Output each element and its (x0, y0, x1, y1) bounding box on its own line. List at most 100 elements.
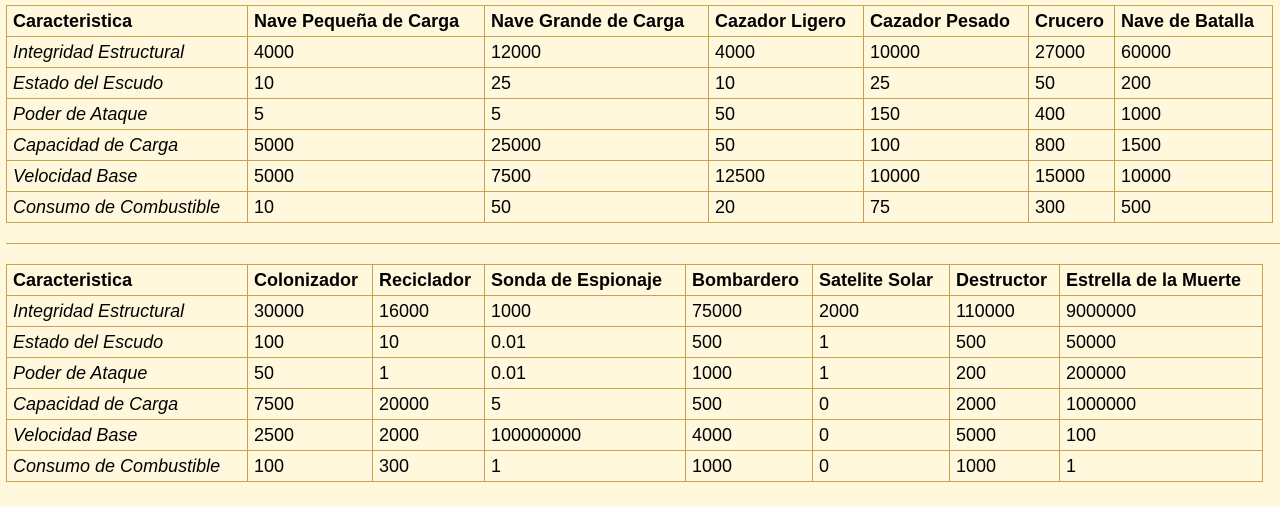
table-cell: 100 (863, 129, 1029, 161)
header-cell: Colonizador (247, 264, 373, 296)
table-cell: 7500 (484, 160, 709, 192)
table-cell: 50 (1028, 67, 1115, 99)
table-cell: 300 (372, 450, 485, 482)
table-cell: 7500 (247, 388, 373, 420)
table-cell: 25 (863, 67, 1029, 99)
table-row: Capacidad de Carga 7500 20000 5 500 0 2000 1000… (6, 388, 1263, 420)
table-row: Estado del Escudo 100 10 0.01 500 1 500 50000 (6, 326, 1263, 358)
table-cell: 9000000 (1059, 295, 1263, 327)
table-cell: 500 (685, 388, 813, 420)
table-row: Consumo de Combustible 100 300 1 1000 0 1000 1 (6, 450, 1263, 482)
row-label: Consumo de Combustible (6, 450, 248, 482)
table-row: Consumo de Combustible 10 50 20 75 300 500 (6, 191, 1273, 223)
header-cell: Bombardero (685, 264, 813, 296)
table-row: Poder de Ataque 5 5 50 150 400 1000 (6, 98, 1273, 130)
table-cell: 100 (247, 450, 373, 482)
table-cell: 5 (484, 388, 686, 420)
table-cell: 10000 (1114, 160, 1273, 192)
table-cell: 4000 (708, 36, 864, 68)
table-cell: 60000 (1114, 36, 1273, 68)
table-cell: 1 (372, 357, 485, 389)
table-cell: 0 (812, 450, 950, 482)
table-row: Poder de Ataque 50 1 0.01 1000 1 200 200000 (6, 357, 1263, 389)
table-cell: 50 (708, 98, 864, 130)
header-cell: Cazador Ligero (708, 5, 864, 37)
table-cell: 1 (812, 326, 950, 358)
table-cell: 10000 (863, 160, 1029, 192)
header-cell: Crucero (1028, 5, 1115, 37)
table-cell: 75000 (685, 295, 813, 327)
table-cell: 5 (247, 98, 485, 130)
table-cell: 25 (484, 67, 709, 99)
table-cell: 50 (708, 129, 864, 161)
row-label: Integridad Estructural (6, 295, 248, 327)
table-row: Estado del Escudo 10 25 10 25 50 200 (6, 67, 1273, 99)
table-cell: 20 (708, 191, 864, 223)
table-cell: 0.01 (484, 357, 686, 389)
table-cell: 20000 (372, 388, 485, 420)
table-row: Velocidad Base 5000 7500 12500 10000 15000 100… (6, 160, 1273, 192)
row-label: Estado del Escudo (6, 67, 248, 99)
table-cell: 110000 (949, 295, 1060, 327)
header-cell: Nave Pequeña de Carga (247, 5, 485, 37)
table-cell: 1 (812, 357, 950, 389)
table-cell: 5 (484, 98, 709, 130)
table-cell: 27000 (1028, 36, 1115, 68)
table-cell: 50000 (1059, 326, 1263, 358)
header-cell: Sonda de Espionaje (484, 264, 686, 296)
table-cell: 1 (484, 450, 686, 482)
table-cell: 200 (1114, 67, 1273, 99)
table-cell: 1000 (1114, 98, 1273, 130)
row-label: Velocidad Base (6, 419, 248, 451)
table-cell: 10 (247, 191, 485, 223)
table-cell: 100 (1059, 419, 1263, 451)
ships-table: Caracteristica Colonizador Reciclador Sonda… (6, 264, 1263, 482)
table-cell: 1000 (685, 357, 813, 389)
table-cell: 12500 (708, 160, 864, 192)
table-cell: 50 (247, 357, 373, 389)
table-cell: 2000 (372, 419, 485, 451)
header-cell: Cazador Pesado (863, 5, 1029, 37)
table-cell: 10000 (863, 36, 1029, 68)
table-cell: 500 (685, 326, 813, 358)
table-cell: 16000 (372, 295, 485, 327)
table-row: Capacidad de Carga 5000 25000 50 100 800 1500 (6, 129, 1273, 161)
table-cell: 400 (1028, 98, 1115, 130)
row-label: Capacidad de Carga (6, 129, 248, 161)
ships-table: Caracteristica Nave Pequeña de Carga Nave … (6, 5, 1273, 223)
table-cell: 2000 (812, 295, 950, 327)
table-cell: 10 (708, 67, 864, 99)
table-cell: 4000 (685, 419, 813, 451)
header-cell: Satelite Solar (812, 264, 950, 296)
row-label: Integridad Estructural (6, 36, 248, 68)
table-cell: 5000 (247, 160, 485, 192)
row-label: Poder de Ataque (6, 357, 248, 389)
table-cell: 30000 (247, 295, 373, 327)
header-row: Caracteristica Nave Pequeña de Carga Nave … (6, 5, 1273, 37)
table-cell: 1000 (484, 295, 686, 327)
page: Caracteristica Nave Pequeña de Carga Nave … (0, 5, 1280, 507)
row-label: Velocidad Base (6, 160, 248, 192)
table-cell: 12000 (484, 36, 709, 68)
table-cell: 150 (863, 98, 1029, 130)
table-cell: 2000 (949, 388, 1060, 420)
table-cell: 200000 (1059, 357, 1263, 389)
header-cell: Caracteristica (6, 5, 248, 37)
table-cell: 15000 (1028, 160, 1115, 192)
table-cell: 50 (484, 191, 709, 223)
table-cell: 1000000 (1059, 388, 1263, 420)
table-row: Velocidad Base 2500 2000 100000000 4000 0 5000… (6, 419, 1263, 451)
table-cell: 500 (949, 326, 1060, 358)
table-cell: 10 (247, 67, 485, 99)
table-cell: 10 (372, 326, 485, 358)
row-label: Consumo de Combustible (6, 191, 248, 223)
table-cell: 0 (812, 419, 950, 451)
header-cell: Reciclador (372, 264, 485, 296)
table-row: Integridad Estructural 30000 16000 1000 7500… (6, 295, 1263, 327)
row-label: Poder de Ataque (6, 98, 248, 130)
table-cell: 1500 (1114, 129, 1273, 161)
table-cell: 1000 (949, 450, 1060, 482)
header-cell: Nave de Batalla (1114, 5, 1273, 37)
header-cell: Estrella de la Muerte (1059, 264, 1263, 296)
table-cell: 100000000 (484, 419, 686, 451)
